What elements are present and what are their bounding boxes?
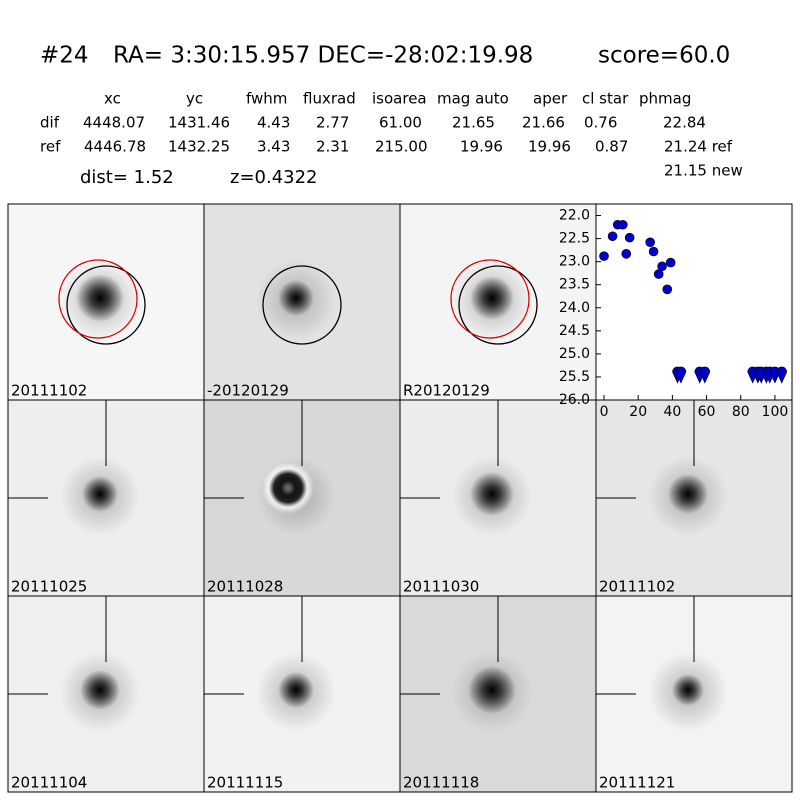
stamp-label: R20120129 <box>403 382 490 400</box>
source <box>80 670 120 710</box>
title-score: score=60.0 <box>598 43 730 69</box>
dist: dist= 1.52 <box>80 167 174 188</box>
aperture <box>66 265 146 345</box>
aperture <box>262 265 342 345</box>
cell: 21.24 ref <box>664 138 733 156</box>
source <box>668 474 708 514</box>
point <box>662 284 673 295</box>
y-tick-label: 25.0 <box>559 346 590 362</box>
source <box>470 276 514 320</box>
limit-point <box>699 366 711 384</box>
y-tick-label: 23.5 <box>559 277 590 293</box>
point <box>665 257 676 268</box>
extra: 21.15 new <box>664 162 743 180</box>
y-tick-label: 23.0 <box>559 254 590 270</box>
point <box>645 237 655 248</box>
y-tick-label: 24.0 <box>559 300 590 316</box>
cell: 2.77 <box>316 114 349 132</box>
cell: 22.84 <box>663 114 706 132</box>
cell: 0.76 <box>584 114 617 132</box>
title-id: #24 <box>40 43 89 69</box>
column-header: aper <box>533 90 568 108</box>
stamp-label: 20111121 <box>599 774 675 792</box>
limit-point <box>776 366 788 384</box>
point <box>607 231 618 242</box>
column-header: cl star <box>582 90 629 108</box>
cell: 61.00 <box>379 114 422 132</box>
source <box>262 462 314 514</box>
cell: 21.66 <box>522 114 565 132</box>
stamp-label: 20111025 <box>11 578 87 596</box>
point <box>618 219 628 230</box>
title-coords: RA= 3:30:15.957 DEC=-28:02:19.98 <box>113 43 533 69</box>
cell: 4446.78 <box>84 138 146 156</box>
row-label: ref <box>40 138 61 156</box>
stamp-label: 20111102 <box>599 578 675 596</box>
cell: 19.96 <box>460 138 503 156</box>
stamp-label: 20111104 <box>11 774 87 792</box>
stamp-label: 20111102 <box>11 382 87 400</box>
x-tick-label: 100 <box>762 404 789 420</box>
point <box>648 246 659 257</box>
source <box>278 280 314 316</box>
cell: 4.43 <box>257 114 290 132</box>
y-tick-label: 25.5 <box>559 369 590 385</box>
x-tick-label: 80 <box>732 404 750 420</box>
stamp-label: 20111115 <box>207 774 283 792</box>
y-tick-label: 22.0 <box>559 208 590 224</box>
stamp-label: 20111030 <box>403 578 479 596</box>
x-tick-label: 40 <box>663 404 681 420</box>
source <box>470 472 514 516</box>
cell: 19.96 <box>528 138 571 156</box>
source <box>468 666 516 714</box>
point <box>657 261 667 272</box>
cell: 1432.25 <box>168 138 230 156</box>
point <box>621 249 632 259</box>
stamp-label: 20111028 <box>207 578 283 596</box>
cell: 3.43 <box>257 138 290 156</box>
source <box>672 674 704 706</box>
stamp-label: -20120129 <box>207 382 289 400</box>
cell: 0.87 <box>595 138 628 156</box>
x-tick-label: 20 <box>629 404 647 420</box>
cell: 4448.07 <box>83 114 145 132</box>
row-label: dif <box>40 114 60 132</box>
cell: 215.00 <box>375 138 428 156</box>
source <box>82 476 118 512</box>
limit-point <box>675 366 687 384</box>
aperture <box>458 265 538 345</box>
cell: 21.65 <box>452 114 495 132</box>
aperture-ref <box>450 259 530 339</box>
x-tick-label: 0 <box>600 404 609 420</box>
y-tick-label: 22.5 <box>559 231 590 247</box>
column-header: fluxrad <box>303 90 356 108</box>
stamps: 20111102 -20120129 R20120129 20111025 201110… <box>7 203 793 793</box>
y-tick-label: 26.0 <box>559 392 590 408</box>
source <box>76 274 124 322</box>
source <box>278 672 314 708</box>
column-header: fwhm <box>246 90 287 108</box>
column-header: xc <box>104 90 121 108</box>
light-curve: 22.0 22.5 23.0 23.5 24.0 24.5 25.0 25.5 26.0 0 20 4… <box>559 203 793 420</box>
column-header: yc <box>186 90 203 108</box>
header: #24 RA= 3:30:15.957 DEC=-28:02:19.98 score… <box>40 43 743 189</box>
column-header: isoarea <box>372 90 427 108</box>
aperture-ref <box>58 259 138 339</box>
stamp-label: 20111118 <box>403 774 479 792</box>
redshift: z=0.4322 <box>230 167 318 188</box>
column-header: phmag <box>639 90 691 108</box>
cell: 1431.46 <box>168 114 230 132</box>
column-header: mag auto <box>437 90 509 108</box>
x-tick-label: 60 <box>698 404 716 420</box>
y-tick-label: 24.5 <box>559 323 590 339</box>
point <box>624 232 635 243</box>
cell: 2.31 <box>316 138 349 156</box>
point <box>599 251 609 261</box>
